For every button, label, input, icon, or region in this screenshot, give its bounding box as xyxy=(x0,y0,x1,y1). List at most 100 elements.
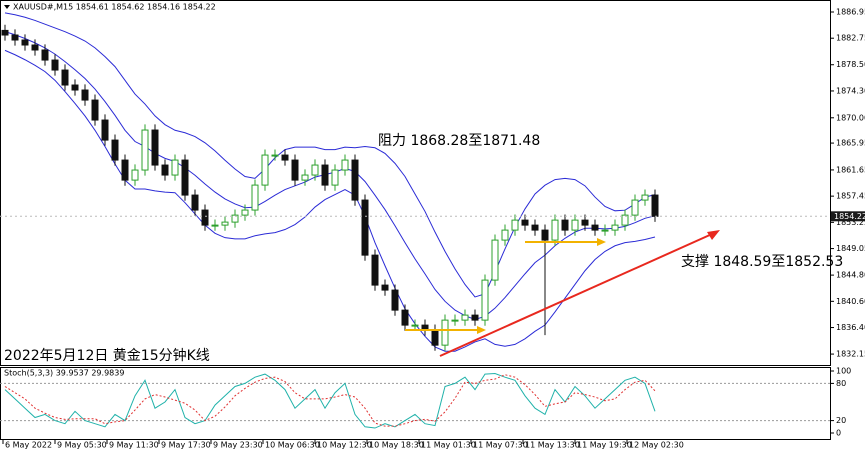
candle-body xyxy=(31,44,39,51)
candle-body xyxy=(121,159,129,181)
candle-body xyxy=(491,239,499,281)
menu-icon xyxy=(4,5,10,9)
candle-body xyxy=(251,184,259,211)
bollinger-upper xyxy=(4,12,656,298)
y-tick-label: 1836.40 xyxy=(836,323,865,332)
candle-body xyxy=(531,224,539,231)
y-tick-label: 1844.80 xyxy=(836,271,865,280)
candle-body xyxy=(631,199,639,216)
candle-body xyxy=(141,129,149,171)
x-tick-label: 10 May 12:30 xyxy=(317,441,372,450)
x-tick-label: 11 May 07:30 xyxy=(473,441,528,450)
y-tick-label: 1861.65 xyxy=(836,165,865,174)
x-tick-label: 9 May 17:30 xyxy=(161,441,211,450)
candle-body xyxy=(411,324,419,327)
y-tick-label: 1832.15 xyxy=(836,350,865,359)
candle-body xyxy=(331,169,339,186)
stoch-line xyxy=(4,372,656,429)
candle-body xyxy=(461,314,469,321)
y-tick-label: 1886.95 xyxy=(836,7,865,16)
candle-body xyxy=(471,314,479,321)
last-price-label: 1854.22 xyxy=(834,212,865,221)
candle-body xyxy=(241,209,249,216)
candle-body xyxy=(571,219,579,231)
candle-body xyxy=(441,319,449,346)
candle-body xyxy=(511,219,519,231)
x-tick-label: 10 May 18:30 xyxy=(369,441,424,450)
candle-body xyxy=(621,214,629,226)
candle-body xyxy=(371,254,379,286)
y-tick-label: 1857.45 xyxy=(836,192,865,201)
y-tick-label: 1849.05 xyxy=(836,244,865,253)
candle-body xyxy=(451,319,459,322)
y-tick-label: 1878.50 xyxy=(836,60,865,69)
candle-body xyxy=(641,194,649,201)
candle-body xyxy=(291,159,299,181)
candle-body xyxy=(301,174,309,181)
x-tick-label: 9 May 23:30 xyxy=(213,441,263,450)
arrow-head xyxy=(477,326,486,334)
candle-body xyxy=(351,159,359,201)
annotation: 支撑 1848.59至1852.53 xyxy=(681,254,843,270)
candle-body xyxy=(91,99,99,121)
x-tick-label: 9 May 05:30 xyxy=(57,441,107,450)
candle-body xyxy=(591,224,599,231)
candle-body xyxy=(211,224,219,227)
candle-body xyxy=(111,139,119,161)
candle-body xyxy=(201,209,209,226)
y-tick-label: 80 xyxy=(836,379,846,388)
candle-body xyxy=(611,224,619,231)
candle-body xyxy=(171,159,179,176)
y-tick-label: 1853.25 xyxy=(836,218,865,227)
arrow-head xyxy=(707,230,720,240)
chart-header: XAUUSD#,M15 1854.61 1854.62 1854.16 1854… xyxy=(13,3,216,12)
candle-body xyxy=(581,219,589,226)
y-tick-label: 1874.30 xyxy=(836,86,865,95)
candle-body xyxy=(521,219,529,226)
annotation: 阻力 1868.28至1871.48 xyxy=(378,133,540,149)
candle-body xyxy=(51,59,59,71)
candle-body xyxy=(101,119,109,141)
candle-body xyxy=(541,229,549,241)
candle-body xyxy=(561,219,569,231)
candle-body xyxy=(261,154,269,186)
y-tick-label: 1840.60 xyxy=(836,297,865,306)
bollinger-lower xyxy=(4,49,656,352)
candle-body xyxy=(271,154,279,157)
stoch-panel xyxy=(0,367,831,440)
annotation: 2022年5月12日 黄金15分钟K线 xyxy=(4,347,210,364)
candle-body xyxy=(181,159,189,196)
y-tick-label: 1870.00 xyxy=(836,113,865,122)
candle-body xyxy=(231,214,239,223)
price-panel xyxy=(0,0,831,366)
candle-body xyxy=(71,84,79,91)
candle-body xyxy=(381,284,389,291)
x-tick-label: 9 May 11:30 xyxy=(109,441,159,450)
candle-body xyxy=(651,194,659,217)
candle-body xyxy=(311,164,319,176)
last-price-tag xyxy=(831,211,865,222)
y-tick-label: 1865.95 xyxy=(836,139,865,148)
candle-body xyxy=(601,229,609,232)
stoch-line xyxy=(4,374,656,427)
candle-body xyxy=(221,221,229,226)
bollinger-middle xyxy=(4,31,656,320)
y-tick-label: 1882.75 xyxy=(836,34,865,43)
x-tick-label: 11 May 19:30 xyxy=(577,441,632,450)
candle-body xyxy=(501,229,509,241)
candle-body xyxy=(11,34,19,41)
candle-body xyxy=(551,219,559,241)
y-tick-label: 100 xyxy=(836,367,851,376)
arrow-head xyxy=(597,238,606,246)
x-tick-label: 11 May 01:30 xyxy=(421,441,476,450)
candle-body xyxy=(191,194,199,211)
stoch-header: Stoch(5,3,3) 39.9537 29.9839 xyxy=(4,369,124,378)
candle-body xyxy=(61,69,69,86)
candle-body xyxy=(361,199,369,256)
candle-body xyxy=(81,89,89,101)
y-tick-label: 0 xyxy=(836,429,841,438)
candle-body xyxy=(161,164,169,176)
x-tick-label: 11 May 13:30 xyxy=(525,441,580,450)
candle-body xyxy=(401,309,409,326)
